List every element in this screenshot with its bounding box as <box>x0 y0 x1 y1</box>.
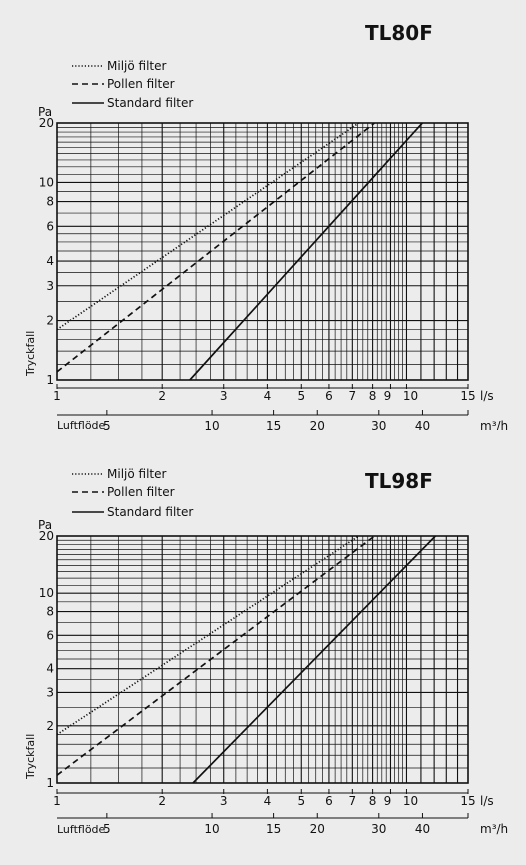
x-tick-label-m3h: 15 <box>266 822 281 836</box>
y-axis-label: Tryckfall <box>24 331 37 377</box>
y-tick-label: 3 <box>46 279 54 293</box>
x-tick-label-ls: 1 <box>53 389 61 403</box>
x-unit-m3h: m³/h <box>480 822 508 836</box>
series-line-dotted <box>56 122 360 331</box>
x-tick-label-ls: 5 <box>297 389 305 403</box>
x-tick-label-m3h: 5 <box>103 419 111 430</box>
x-tick-label-ls: 4 <box>264 794 272 808</box>
y-tick-label: 3 <box>46 685 54 699</box>
plot-frame <box>56 535 469 784</box>
x-tick-label-ls: 4 <box>264 389 272 403</box>
x-axis-label: Luftflöde <box>57 419 106 430</box>
y-tick-label: 8 <box>46 195 54 209</box>
chart-tl98f: TL98F Miljö filter Pollen filter Standard f… <box>24 467 508 836</box>
x-tick-label-ls: 10 <box>403 389 418 403</box>
x-tick-label-ls: 8 <box>369 389 377 403</box>
legend-label: Standard filter <box>107 96 193 110</box>
x-tick-label-ls: 7 <box>349 794 357 808</box>
chart-tl80f: TL80F Miljö filter Pollen filter Standard f… <box>24 21 508 430</box>
y-unit-label: Pa <box>38 105 52 119</box>
y-tick-label: 2 <box>46 314 54 328</box>
y-tick-label: 8 <box>46 605 54 619</box>
x-tick-label-m3h: 30 <box>371 822 386 836</box>
x-tick-label-ls: 3 <box>220 389 228 403</box>
x-tick-label-m3h: 40 <box>415 419 430 430</box>
x-tick-label-ls: 10 <box>403 794 418 808</box>
series-line-solid <box>192 535 436 784</box>
x-unit-m3h: m³/h <box>480 419 508 430</box>
chart-title: TL80F <box>365 21 433 45</box>
series-line-dashed <box>56 535 375 776</box>
x-tick-label-m3h: 5 <box>103 822 111 836</box>
legend-label: Standard filter <box>107 505 193 519</box>
y-tick-label: 1 <box>46 776 54 790</box>
legend-label: Miljö filter <box>107 467 166 481</box>
y-tick-label: 20 <box>39 529 54 543</box>
plot-frame <box>56 122 469 381</box>
x-tick-label-ls: 6 <box>325 389 333 403</box>
y-tick-label: 10 <box>39 175 54 189</box>
x-tick-label-m3h: 30 <box>371 419 386 430</box>
y-tick-label: 10 <box>39 586 54 600</box>
x-tick-label-m3h: 10 <box>204 419 219 430</box>
series-line-dotted <box>56 535 360 736</box>
y-tick-label: 4 <box>46 254 54 268</box>
y-tick-label: 6 <box>46 219 54 233</box>
legend-label: Miljö filter <box>107 59 166 73</box>
x-tick-label-m3h: 15 <box>266 419 281 430</box>
y-tick-label: 2 <box>46 719 54 733</box>
y-tick-label: 20 <box>39 116 54 130</box>
x-tick-label-ls: 15 <box>460 794 475 808</box>
x-tick-label-ls: 7 <box>349 389 357 403</box>
x-tick-label-m3h: 10 <box>204 822 219 836</box>
series-line-solid <box>189 122 423 381</box>
x-tick-label-ls: 6 <box>325 794 333 808</box>
x-tick-label-m3h: 20 <box>310 419 325 430</box>
x-tick-label-m3h: 40 <box>415 822 430 836</box>
chart-title: TL98F <box>365 469 433 493</box>
x-tick-label-ls: 15 <box>460 389 475 403</box>
x-tick-label-ls: 9 <box>384 389 392 403</box>
y-tick-label: 1 <box>46 373 54 387</box>
x-tick-label-ls: 3 <box>220 794 228 808</box>
y-tick-label: 6 <box>46 628 54 642</box>
y-tick-label: 4 <box>46 662 54 676</box>
x-tick-label-ls: 1 <box>53 794 61 808</box>
x-tick-label-ls: 8 <box>369 794 377 808</box>
y-axis-label: Tryckfall <box>24 734 37 780</box>
x-unit-ls: l/s <box>480 389 494 403</box>
series-line-dashed <box>56 122 376 373</box>
x-unit-ls: l/s <box>480 794 494 808</box>
x-tick-label-m3h: 20 <box>310 822 325 836</box>
x-tick-label-ls: 9 <box>384 794 392 808</box>
x-tick-label-ls: 5 <box>297 794 305 808</box>
legend-label: Pollen filter <box>107 485 175 499</box>
x-tick-label-ls: 2 <box>158 794 166 808</box>
legend-label: Pollen filter <box>107 77 175 91</box>
x-tick-label-ls: 2 <box>158 389 166 403</box>
x-axis-label: Luftflöde <box>57 823 106 836</box>
y-unit-label: Pa <box>38 518 52 532</box>
